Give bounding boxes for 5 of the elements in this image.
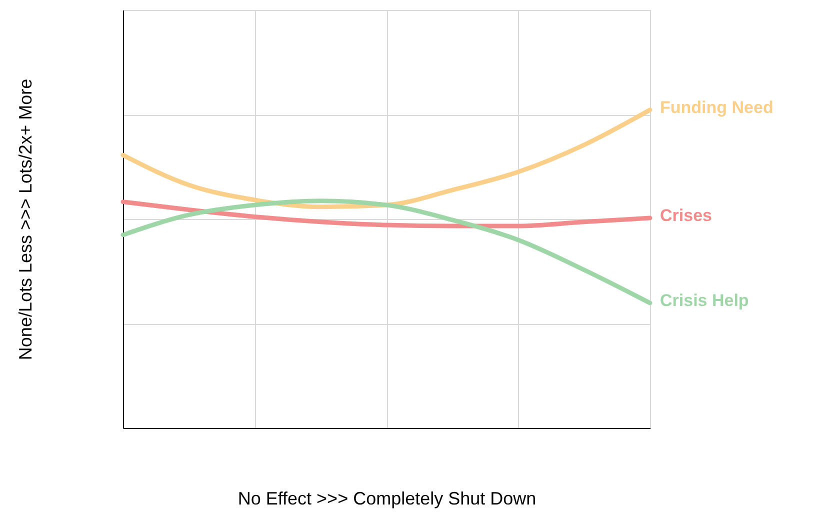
series-label: Crisis Help — [660, 290, 749, 310]
series-label: Funding Need — [660, 98, 774, 117]
x-axis-title: No Effect >>> Completely Shut Down — [238, 488, 536, 508]
y-axis-title: None/Lots Less >>> Lots/2x+ More — [16, 78, 36, 360]
series-label: Crises — [660, 206, 712, 226]
